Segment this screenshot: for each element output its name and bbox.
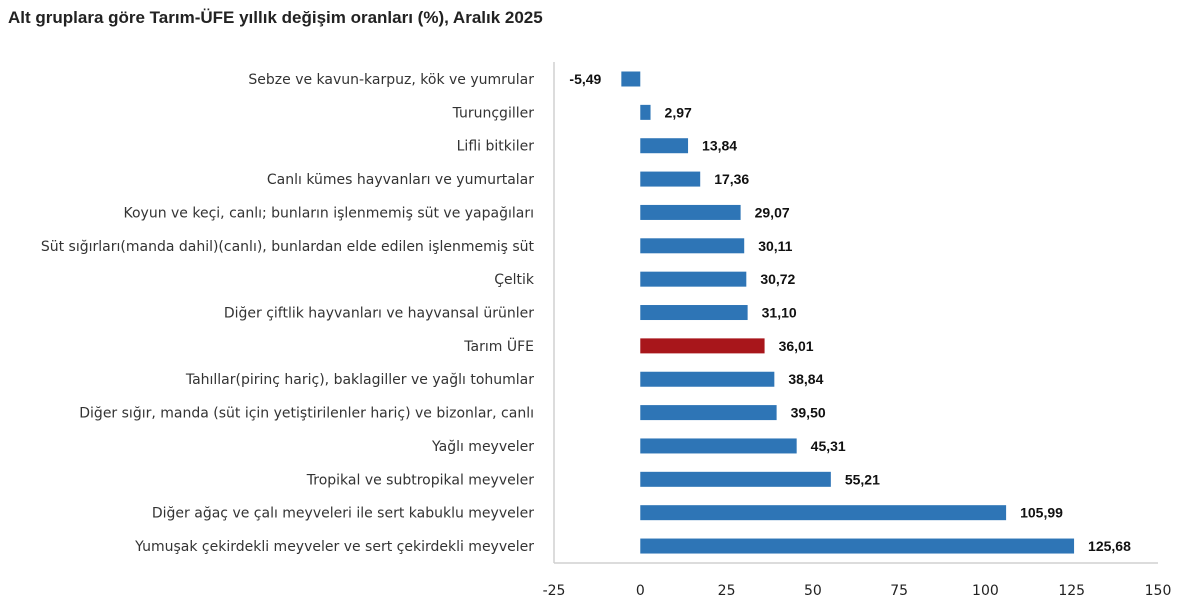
data-label: 36,01	[779, 338, 814, 354]
bar	[640, 471, 831, 487]
data-label: 17,36	[714, 171, 749, 187]
category-label: Koyun ve keçi, canlı; bunların işlenmemi…	[123, 205, 534, 221]
x-tick-label: 100	[972, 583, 999, 599]
category-label: Diğer ağaç ve çalı meyveleri ile sert ka…	[152, 506, 534, 522]
chart-title: Alt gruplara göre Tarım-ÜFE yıllık değiş…	[8, 8, 543, 27]
category-label: Sebze ve kavun-karpuz, kök ve yumrular	[248, 72, 534, 88]
category-label: Diğer sığır, manda (süt için yetiştirile…	[79, 406, 534, 422]
x-tick-label: -25	[543, 583, 566, 599]
data-label: 30,72	[760, 271, 795, 287]
bar	[640, 338, 765, 354]
data-label: 30,11	[758, 238, 792, 254]
category-label: Turunçgiller	[452, 105, 535, 121]
category-label: Yumuşak çekirdekli meyveler ve sert çeki…	[134, 539, 534, 555]
category-label: Lifli bitkiler	[457, 139, 535, 155]
category-label: Canlı kümes hayvanları ve yumurtalar	[267, 172, 534, 188]
data-label: -5,49	[569, 71, 601, 87]
x-tick-label: 125	[1058, 583, 1085, 599]
category-label: Tarım ÜFE	[463, 337, 534, 355]
bar	[640, 371, 775, 387]
bar	[640, 538, 1075, 554]
bar	[640, 305, 748, 321]
bar	[640, 271, 747, 287]
data-label: 38,84	[788, 371, 823, 387]
data-label: 45,31	[811, 438, 846, 454]
category-label: Tropikal ve subtropikal meyveler	[306, 472, 534, 488]
x-tick-label: 0	[636, 583, 645, 599]
data-label: 2,97	[665, 104, 692, 120]
data-label: 125,68	[1088, 538, 1131, 554]
category-label: Tahıllar(pirinç hariç), baklagiller ve y…	[185, 372, 534, 388]
x-tick-label: 25	[718, 583, 736, 599]
data-label: 39,50	[791, 405, 826, 421]
data-label: 105,99	[1020, 505, 1063, 521]
data-label: 31,10	[762, 305, 797, 321]
bar	[640, 505, 1007, 521]
bar	[621, 71, 641, 87]
bar	[640, 438, 797, 454]
category-label: Çeltik	[494, 272, 535, 288]
bar	[640, 405, 777, 421]
bar	[640, 204, 741, 220]
bar	[640, 171, 701, 187]
x-tick-label: 50	[804, 583, 822, 599]
bar	[640, 138, 689, 154]
x-tick-label: 75	[890, 583, 908, 599]
category-label: Yağlı meyveler	[431, 439, 534, 455]
data-label: 29,07	[755, 204, 790, 220]
category-label: Süt sığırları(manda dahil)(canlı), bunla…	[41, 239, 535, 255]
data-label: 55,21	[845, 471, 880, 487]
bar	[640, 238, 745, 254]
category-label: Diğer çiftlik hayvanları ve hayvansal ür…	[224, 306, 534, 322]
data-label: 13,84	[702, 138, 737, 154]
bar	[640, 104, 651, 120]
x-tick-label: 150	[1145, 583, 1172, 599]
